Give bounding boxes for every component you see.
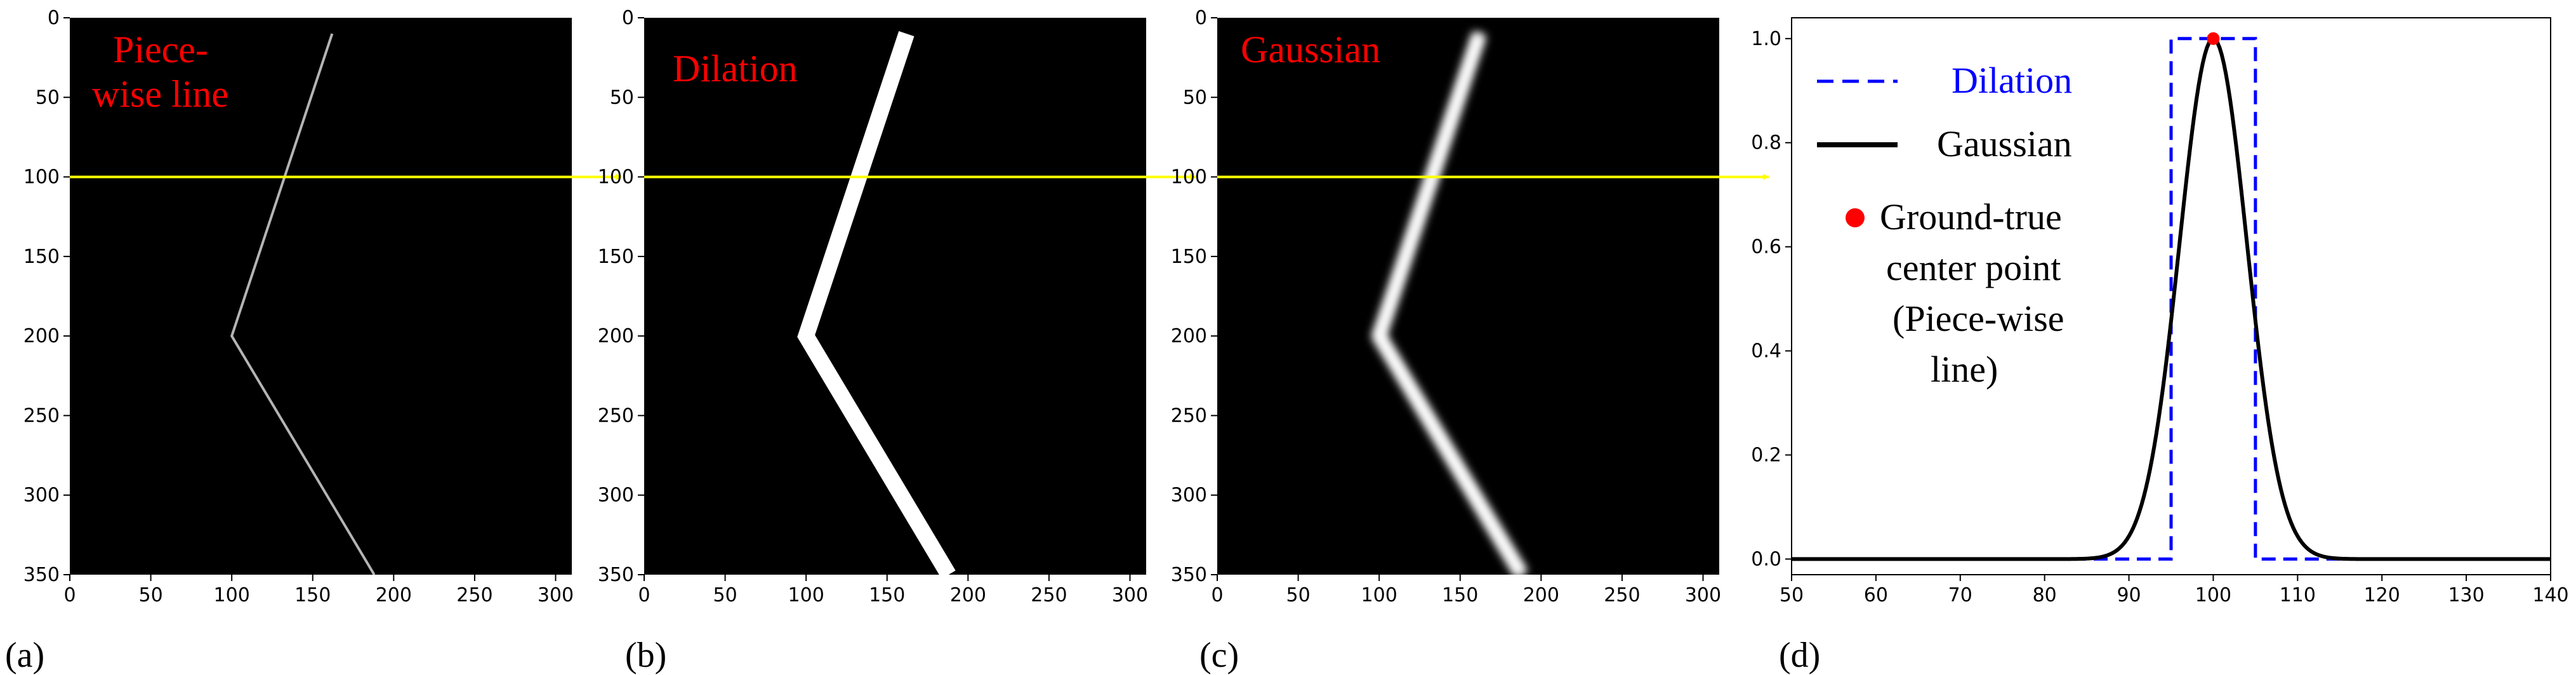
x-tick-label: 150 bbox=[1442, 584, 1478, 606]
y-tick-label: 250 bbox=[598, 404, 634, 427]
y-tick-label: 250 bbox=[23, 404, 60, 427]
y-tick-label: 0.4 bbox=[1751, 340, 1781, 363]
x-tick-label: 300 bbox=[1685, 584, 1721, 606]
y-tick-label: 0 bbox=[48, 7, 60, 29]
legend-dilation-label: Dilation bbox=[1952, 60, 2072, 101]
x-tick-label: 50 bbox=[1286, 584, 1310, 606]
piecewise-line bbox=[230, 33, 376, 575]
legend-center-point-marker bbox=[1846, 208, 1865, 227]
y-tick-label: 0 bbox=[1195, 7, 1207, 29]
y-tick-label: 150 bbox=[598, 246, 634, 268]
x-tick-label: 50 bbox=[1780, 584, 1804, 606]
x-tick-label: 200 bbox=[1523, 584, 1559, 606]
y-tick-label: 300 bbox=[1171, 485, 1207, 507]
y-tick-label: 0.0 bbox=[1751, 548, 1781, 570]
x-tick-label: 0 bbox=[638, 584, 650, 606]
y-tick-label: 50 bbox=[36, 86, 60, 109]
x-tick-label: 90 bbox=[2117, 584, 2141, 606]
y-tick-label: 350 bbox=[598, 564, 634, 586]
y-tick-label: 300 bbox=[23, 485, 60, 507]
x-tick-label: 80 bbox=[2033, 584, 2057, 606]
x-tick-label: 120 bbox=[2364, 584, 2400, 606]
dilated-band bbox=[797, 31, 956, 575]
x-tick-label: 100 bbox=[1361, 584, 1397, 606]
panel-c-tag: (c) bbox=[1199, 636, 1239, 675]
panel-a-piecewise-line-image: Piece- wise line 0 50 100 150 200 250 300 0 50 10… bbox=[5, 7, 622, 675]
x-tick-label: 110 bbox=[2280, 584, 2316, 606]
x-tick-label: 130 bbox=[2448, 584, 2484, 606]
panel-b-tag: (b) bbox=[625, 636, 666, 675]
panel-b-title: Dilation bbox=[673, 48, 798, 90]
y-tick-label: 300 bbox=[598, 485, 634, 507]
x-tick-label: 60 bbox=[1864, 584, 1888, 606]
x-tick-label: 0 bbox=[63, 584, 76, 606]
x-tick-label: 250 bbox=[456, 584, 492, 606]
y-tick-label: 0.6 bbox=[1751, 236, 1781, 258]
y-tick-label: 350 bbox=[23, 564, 60, 586]
x-tick-label: 250 bbox=[1604, 584, 1640, 606]
legend-gaussian-label: Gaussian bbox=[1937, 123, 2072, 164]
x-tick-label: 250 bbox=[1031, 584, 1067, 606]
x-tick-label: 200 bbox=[950, 584, 986, 606]
center-point-marker bbox=[2207, 32, 2220, 45]
panel-d-tag: (d) bbox=[1779, 636, 1820, 675]
x-tick-label: 150 bbox=[869, 584, 905, 606]
y-tick-label: 200 bbox=[23, 325, 60, 347]
y-tick-label: 100 bbox=[23, 166, 60, 189]
panel-d-plot-frame bbox=[1791, 17, 2551, 575]
panel-d-profile-plot: 50 60 70 80 90 100 110 120 130 140 0.0 0.2 0.4 0.6 0.8… bbox=[1751, 17, 2569, 675]
x-tick-label: 0 bbox=[1211, 584, 1223, 606]
panel-d-legend: Dilation Gaussian Ground-true center poi… bbox=[1817, 60, 2072, 390]
y-tick-label: 0.2 bbox=[1751, 444, 1781, 466]
legend-center-point-line-3: (Piece-wise bbox=[1892, 298, 2064, 339]
y-tick-label: 0.8 bbox=[1751, 132, 1781, 154]
y-tick-label: 150 bbox=[23, 246, 60, 268]
x-tick-label: 100 bbox=[214, 584, 250, 606]
y-tick-label: 350 bbox=[1171, 564, 1207, 586]
legend-center-point-line-4: line) bbox=[1931, 349, 1998, 390]
legend-center-point-line-1: Ground-true bbox=[1880, 196, 2062, 237]
x-tick-label: 140 bbox=[2532, 584, 2568, 606]
y-tick-label: 1.0 bbox=[1751, 28, 1781, 50]
x-tick-label: 50 bbox=[138, 584, 162, 606]
gaussian-band-core bbox=[1377, 33, 1524, 575]
x-tick-label: 200 bbox=[376, 584, 412, 606]
y-tick-label: 50 bbox=[1183, 86, 1207, 109]
y-tick-label: 100 bbox=[598, 166, 634, 189]
panel-a-title-line-1: Piece- bbox=[113, 29, 208, 70]
x-tick-label: 150 bbox=[294, 584, 331, 606]
legend-center-point-line-2: center point bbox=[1886, 247, 2061, 288]
x-tick-label: 50 bbox=[713, 584, 737, 606]
panel-a-title-line-2: wise line bbox=[92, 73, 228, 115]
panel-a-image-background bbox=[70, 18, 572, 575]
panel-b-dilation-image: Dilation 0 50 100 150 200 250 300 0 50 100 150 200 2… bbox=[598, 7, 1196, 675]
x-tick-label: 70 bbox=[1948, 584, 1972, 606]
gaussian-series-line bbox=[1792, 36, 2551, 561]
y-tick-label: 50 bbox=[610, 86, 634, 109]
y-tick-label: 200 bbox=[1171, 325, 1207, 347]
panel-c-gaussian-image: Gaussian 0 50 100 150 200 250 300 0 50 100 150 200 2… bbox=[1171, 7, 1769, 675]
y-tick-label: 200 bbox=[598, 325, 634, 347]
x-tick-label: 300 bbox=[538, 584, 574, 606]
y-tick-label: 150 bbox=[1171, 246, 1207, 268]
panel-c-title: Gaussian bbox=[1241, 29, 1380, 70]
panel-a-overlay-title: Piece- wise line bbox=[92, 29, 228, 115]
y-tick-label: 0 bbox=[622, 7, 634, 29]
x-tick-label: 100 bbox=[788, 584, 824, 606]
x-tick-label: 100 bbox=[2195, 584, 2231, 606]
y-tick-label: 250 bbox=[1171, 404, 1207, 427]
panel-a-tag: (a) bbox=[5, 636, 44, 675]
y-tick-label: 100 bbox=[1171, 166, 1207, 189]
x-tick-label: 300 bbox=[1112, 584, 1148, 606]
